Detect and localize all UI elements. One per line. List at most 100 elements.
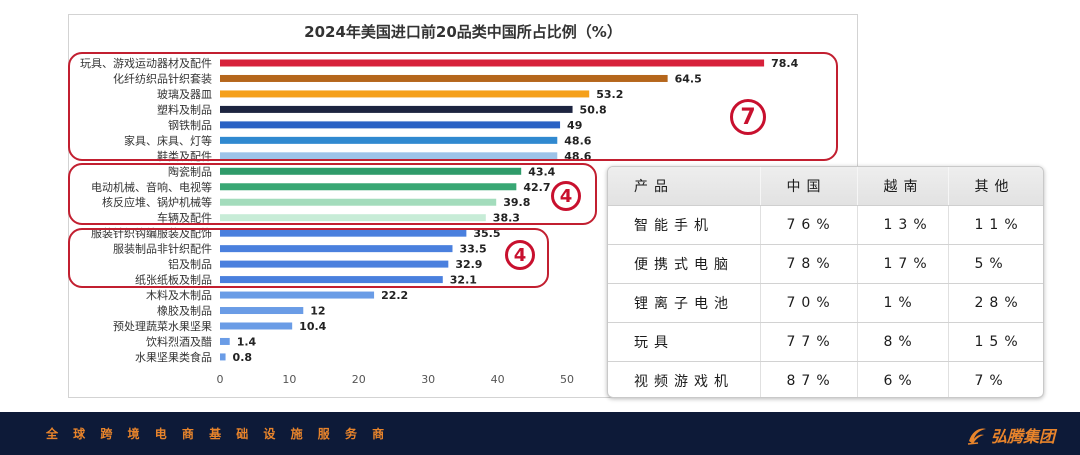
category-label: 化纤纺织品针织套装 [113,71,212,85]
data-label: 1.4 [237,335,257,348]
bar [220,260,449,268]
chart-title: 2024年美国进口前20品类中国所占比例（%） [304,23,622,41]
cell-vietnam: 8% [857,322,949,362]
category-label: 车辆及配件 [157,211,212,225]
category-label: 家具、床具、灯等 [124,133,212,147]
bar [220,74,668,82]
header-product: 产品 [608,167,761,206]
table-row: 智能手机 76% 13% 11% [608,205,1043,245]
bar [220,183,517,191]
highlight-box-group3 [68,228,549,288]
data-label: 48.6 [564,134,591,147]
category-label: 塑料及制品 [157,102,212,116]
circled-number-badge: 4 [505,240,535,270]
table-row: 玩具 77% 8% 15% [608,322,1043,362]
bar [220,353,226,361]
table-row: 便携式电脑 78% 17% 5% [608,244,1043,284]
category-label: 饮料烈酒及醋 [146,334,212,348]
footer-tagline: 全 球 跨 境 电 商 基 础 设 施 服 务 商 [46,427,390,441]
table-row: 锂离子电池 70% 1% 28% [608,283,1043,323]
highlight-box-top7 [68,52,838,161]
data-label: 53.2 [596,88,623,101]
bar [220,229,467,237]
category-label: 木料及木制品 [146,288,212,302]
bar [220,245,453,253]
category-label: 陶瓷制品 [168,164,212,178]
category-label: 水果坚果类食品 [135,350,212,364]
cell-vietnam: 6% [857,361,949,397]
data-label: 78.4 [771,57,798,70]
data-label: 10.4 [299,320,326,333]
table-header-row: 产品 中国 越南 其他 [608,167,1043,206]
circled-number-badge: 4 [551,181,581,211]
footer-bar: 全 球 跨 境 电 商 基 础 设 施 服 务 商 弘腾集团 [0,412,1080,455]
bar [220,322,293,330]
data-label: 35.5 [473,227,500,240]
data-label: 43.4 [528,165,555,178]
category-label: 钢铁制品 [168,119,212,132]
company-logo: 弘腾集团 [966,424,1055,446]
bar [220,152,558,160]
bar [220,198,497,206]
x-tick-label: 20 [352,373,366,386]
bar [220,214,486,222]
bar [220,90,590,98]
category-label: 服装制品非针织配件 [113,242,212,256]
x-tick-label: 40 [491,373,505,386]
cell-product: 智能手机 [608,205,761,245]
bar [220,276,443,284]
cell-other: 11% [948,205,1043,245]
bar [220,121,561,129]
data-label: 42.7 [523,181,550,194]
cell-china: 87% [760,361,858,397]
cell-product: 便携式电脑 [608,244,761,284]
bar [220,307,304,315]
category-label: 预处理蔬菜水果坚果 [113,320,212,333]
data-label: 33.5 [459,243,486,256]
x-tick-label: 30 [421,373,435,386]
logo-text: 弘腾集团 [991,427,1056,446]
cell-product: 锂离子电池 [608,283,761,323]
cell-china: 70% [760,283,858,323]
cell-other: 5% [948,244,1043,284]
cell-other: 28% [948,283,1043,323]
category-label: 铝及制品 [168,257,212,271]
x-tick-label: 0 [217,373,224,386]
cell-china: 77% [760,322,858,362]
x-tick-label: 10 [282,373,296,386]
data-label: 38.3 [493,212,520,225]
highlight-box-group2 [68,163,597,225]
bar [220,105,573,113]
category-label: 玻璃及器皿 [157,87,212,101]
cell-vietnam: 17% [857,244,949,284]
cell-vietnam: 13% [857,205,949,245]
data-label: 12 [310,305,325,318]
cell-other: 15% [948,322,1043,362]
cell-other: 7% [974,373,1009,389]
data-label: 32.9 [455,258,482,271]
data-label: 39.8 [503,196,530,209]
cell-china: 78% [760,244,858,284]
data-label: 32.1 [450,274,477,287]
category-label: 橡胶及制品 [157,304,212,318]
bar [220,167,522,175]
bar [220,291,375,299]
category-label: 电动机械、音响、电视等 [91,180,212,194]
country-share-table: 产品 中国 越南 其他 智能手机 76% 13% 11% 便携式电脑 78% 1… [607,166,1044,398]
bar [220,337,230,345]
bar [220,59,765,67]
cell-product: 视频游戏机 [608,361,761,397]
cell-vietnam: 1% [857,283,949,323]
data-label: 64.5 [675,72,702,85]
data-label: 49 [567,119,582,132]
data-label: 0.8 [233,351,253,364]
header-vietnam: 越南 [857,167,949,206]
category-label: 纸张纸板及制品 [135,273,212,287]
table-row: 视频游戏机 87% 6% 7% [608,361,1043,397]
data-label: 50.8 [580,103,607,116]
header-other: 其他 [948,167,1043,206]
category-label: 玩具、游戏运动器材及配件 [80,56,212,70]
circled-number-badge: 7 [730,99,766,135]
data-label: 22.2 [381,289,408,302]
cell-product: 玩具 [608,322,761,362]
